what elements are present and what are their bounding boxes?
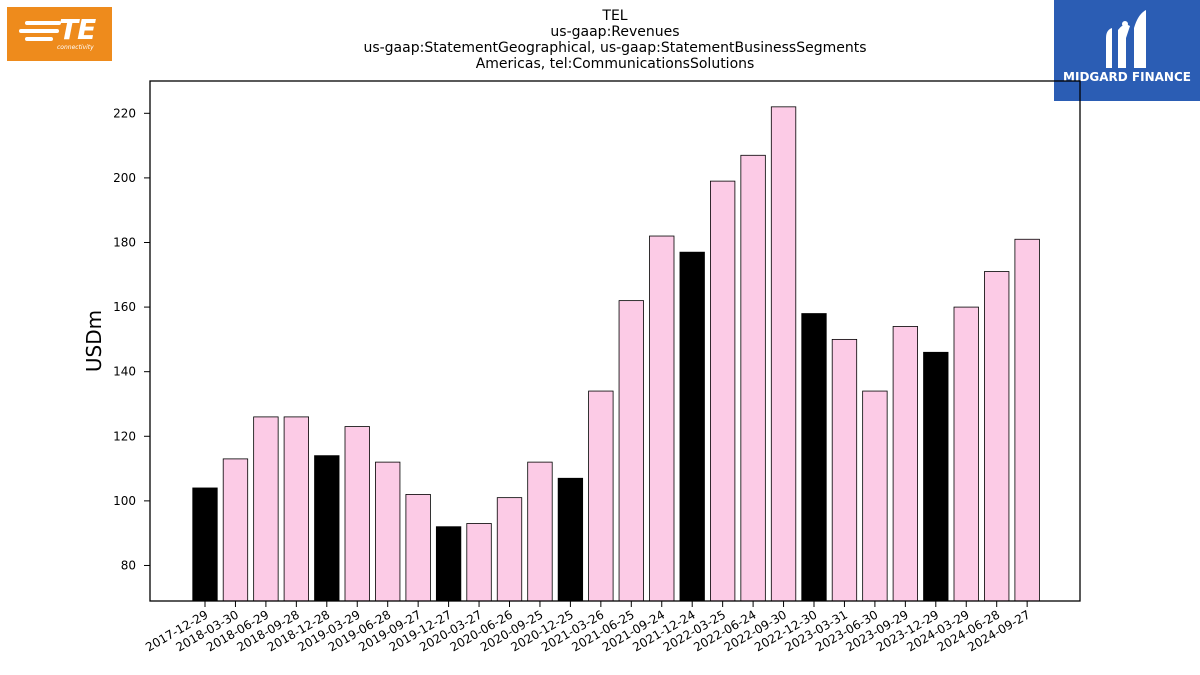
y-tick-label: 140: [113, 365, 136, 379]
y-tick-label: 200: [113, 171, 136, 185]
bar-2018-06-29: [253, 416, 279, 602]
bar-2022-06-24: [740, 154, 766, 602]
bar-2022-09-30: [770, 106, 797, 602]
midgard-logo-text: MIDGARD FINANCE: [1063, 70, 1191, 84]
chart-title-line-1: TEL: [602, 8, 628, 24]
bar-2023-03-31: [831, 338, 858, 602]
bar-2020-06-26: [496, 497, 523, 602]
bars-group: [192, 106, 1040, 602]
bar-2021-09-24: [649, 235, 675, 602]
chart-title-line-4: Americas, tel:CommunicationsSolutions: [475, 56, 755, 72]
bar-2022-12-30: [801, 313, 827, 602]
y-axis: 80 100 120 140 160 180 200 220: [113, 106, 150, 572]
midgard-mark-icon: [1106, 10, 1146, 69]
y-tick-label: 160: [113, 300, 136, 314]
bar-2017-12-29: [192, 487, 218, 602]
bar-2018-03-30: [222, 458, 249, 602]
bar-2021-12-24: [679, 251, 705, 602]
te-logo-text: TE: [59, 13, 96, 46]
chart-title-line-3: us-gaap:StatementGeographical, us-gaap:S…: [363, 40, 867, 56]
te-logo-subtext: connectivity: [57, 44, 94, 51]
chart-title-line-2: us-gaap:Revenues: [550, 24, 680, 40]
te-stripes-icon: [19, 21, 61, 41]
bar-2018-09-28: [283, 416, 310, 602]
x-axis: 2017-12-292018-03-302018-06-292018-09-28…: [143, 601, 1033, 654]
bar-2022-03-25: [710, 180, 736, 602]
y-tick-label: 100: [113, 494, 136, 508]
bar-2023-09-29: [892, 326, 918, 602]
y-axis-label: USDm: [82, 310, 106, 372]
bar-2019-09-27: [405, 494, 431, 602]
bar-2020-12-25: [557, 477, 584, 602]
plot-frame: [149, 80, 1081, 602]
y-tick-label: 120: [113, 429, 136, 443]
bar-2023-12-29: [923, 351, 949, 602]
bar-2020-03-27: [466, 523, 492, 602]
bar-2018-12-28: [314, 455, 340, 602]
bar-2020-09-25: [527, 461, 553, 602]
y-tick-label: 80: [121, 558, 136, 572]
y-tick-label: 220: [113, 106, 136, 120]
te-connectivity-logo: TE connectivity: [7, 7, 112, 61]
bar-2019-06-28: [375, 461, 401, 602]
bar-2024-03-29: [953, 306, 979, 602]
bar-2021-06-25: [618, 300, 644, 602]
bar-2023-06-30: [862, 390, 888, 602]
bar-2021-03-26: [588, 390, 614, 602]
y-tick-label: 180: [113, 235, 136, 249]
bar-2019-12-27: [435, 526, 462, 602]
bar-2024-06-28: [984, 271, 1010, 602]
midgard-finance-logo: MIDGARD FINANCE: [1054, 0, 1200, 101]
bar-2024-09-27: [1014, 238, 1040, 602]
bar-2019-03-29: [344, 426, 370, 602]
